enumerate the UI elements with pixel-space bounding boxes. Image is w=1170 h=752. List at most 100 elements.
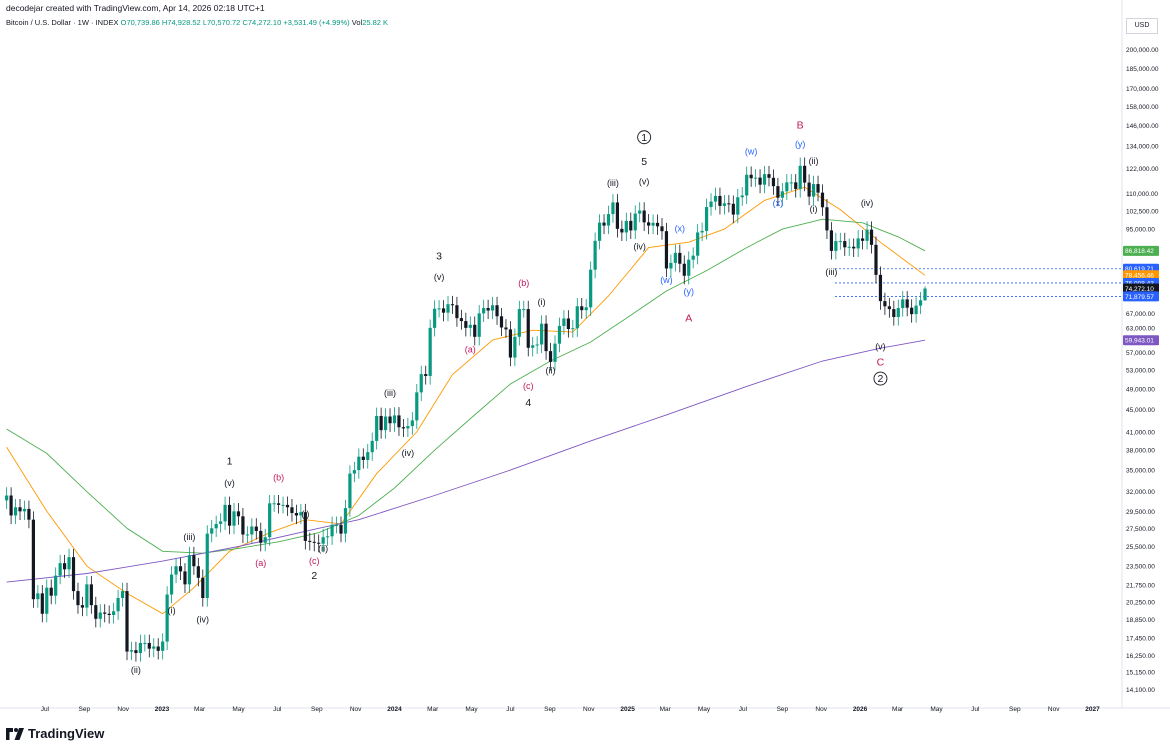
candle-body[interactable] bbox=[771, 177, 776, 187]
candle-body[interactable] bbox=[825, 207, 829, 231]
candle-body[interactable] bbox=[856, 238, 860, 249]
symbol-title[interactable]: Bitcoin / U.S. Dollar · 1W · INDEX bbox=[6, 18, 119, 27]
candle-body[interactable] bbox=[219, 521, 223, 524]
candle-body[interactable] bbox=[811, 184, 816, 197]
candle-body[interactable] bbox=[388, 416, 392, 424]
candle-body[interactable] bbox=[468, 324, 472, 328]
candle-body[interactable] bbox=[566, 318, 570, 330]
candle-body[interactable] bbox=[317, 542, 321, 544]
candle-body[interactable] bbox=[174, 566, 178, 575]
candle-body[interactable] bbox=[477, 313, 481, 337]
candle-body[interactable] bbox=[513, 336, 517, 358]
candle-body[interactable] bbox=[138, 642, 142, 654]
candle-body[interactable] bbox=[129, 650, 134, 652]
candle-body[interactable] bbox=[210, 528, 214, 534]
candle-body[interactable] bbox=[544, 323, 548, 352]
candle-body[interactable] bbox=[642, 210, 646, 223]
candle-body[interactable] bbox=[865, 229, 869, 241]
candle-body[interactable] bbox=[593, 240, 597, 270]
candle-body[interactable] bbox=[731, 203, 735, 215]
candle-body[interactable] bbox=[169, 574, 174, 595]
candle-body[interactable] bbox=[713, 195, 718, 202]
candle-body[interactable] bbox=[334, 524, 339, 526]
candle-body[interactable] bbox=[18, 507, 22, 512]
currency-button[interactable]: USD bbox=[1126, 18, 1158, 34]
tradingview-logo[interactable]: TradingView bbox=[6, 726, 104, 741]
candle-body[interactable] bbox=[9, 495, 13, 516]
candle-body[interactable] bbox=[236, 511, 241, 517]
candle-body[interactable] bbox=[187, 555, 192, 585]
candle-body[interactable] bbox=[290, 507, 294, 513]
candle-body[interactable] bbox=[321, 537, 325, 544]
candle-body[interactable] bbox=[415, 392, 419, 421]
candle-body[interactable] bbox=[540, 323, 544, 345]
candle-body[interactable] bbox=[499, 316, 504, 328]
candle-body[interactable] bbox=[89, 584, 93, 606]
candle-body[interactable] bbox=[196, 566, 200, 578]
candle-body[interactable] bbox=[392, 415, 397, 424]
candle-body[interactable] bbox=[116, 598, 120, 612]
candle-body[interactable] bbox=[424, 374, 428, 376]
candle-body[interactable] bbox=[794, 182, 798, 189]
candle-body[interactable] bbox=[847, 246, 851, 248]
candle-body[interactable] bbox=[473, 324, 477, 337]
candle-body[interactable] bbox=[339, 524, 343, 534]
candle-body[interactable] bbox=[308, 540, 312, 542]
candle-body[interactable] bbox=[584, 307, 588, 311]
candle-body[interactable] bbox=[754, 177, 758, 179]
candle-body[interactable] bbox=[433, 308, 437, 328]
candle-body[interactable] bbox=[504, 327, 508, 330]
candle-body[interactable] bbox=[437, 308, 441, 310]
candle-body[interactable] bbox=[379, 415, 383, 431]
candle-body[interactable] bbox=[214, 523, 218, 529]
candle-body[interactable] bbox=[76, 591, 80, 606]
candle-body[interactable] bbox=[722, 203, 727, 206]
candle-body[interactable] bbox=[241, 516, 245, 535]
candle-body[interactable] bbox=[682, 263, 686, 276]
candle-body[interactable] bbox=[638, 210, 642, 214]
candle-body[interactable] bbox=[816, 184, 820, 193]
candle-body[interactable] bbox=[575, 306, 579, 329]
candle-body[interactable] bbox=[571, 328, 575, 330]
candle-body[interactable] bbox=[464, 321, 468, 328]
candle-body[interactable] bbox=[482, 308, 486, 314]
candle-body[interactable] bbox=[36, 593, 40, 600]
candle-body[interactable] bbox=[428, 327, 432, 376]
candle-body[interactable] bbox=[874, 244, 878, 275]
candle-body[interactable] bbox=[606, 214, 611, 226]
candle-body[interactable] bbox=[718, 195, 722, 206]
candle-body[interactable] bbox=[597, 222, 602, 241]
candle-body[interactable] bbox=[611, 202, 615, 215]
candle-body[interactable] bbox=[624, 220, 628, 233]
candle-body[interactable] bbox=[259, 530, 263, 543]
candle-body[interactable] bbox=[602, 222, 606, 226]
candle-body[interactable] bbox=[147, 642, 151, 649]
candle-body[interactable] bbox=[120, 591, 125, 599]
candle-body[interactable] bbox=[40, 593, 44, 614]
candle-body[interactable] bbox=[798, 165, 802, 189]
candle-body[interactable] bbox=[419, 374, 423, 393]
candle-body[interactable] bbox=[838, 241, 842, 243]
candle-body[interactable] bbox=[245, 534, 249, 536]
candle-body[interactable] bbox=[736, 197, 740, 215]
candle-body[interactable] bbox=[49, 587, 53, 596]
candle-body[interactable] bbox=[326, 536, 330, 538]
candle-body[interactable] bbox=[85, 584, 89, 608]
candle-body[interactable] bbox=[54, 575, 58, 596]
candle-body[interactable] bbox=[31, 519, 35, 600]
candle-body[interactable] bbox=[696, 232, 700, 256]
candle-body[interactable] bbox=[107, 613, 111, 615]
candle-body[interactable] bbox=[727, 203, 731, 205]
candle-body[interactable] bbox=[330, 524, 334, 537]
candle-body[interactable] bbox=[263, 537, 267, 543]
candle-body[interactable] bbox=[896, 308, 900, 318]
candle-body[interactable] bbox=[745, 174, 749, 196]
candle-body[interactable] bbox=[664, 231, 669, 269]
candle-body[interactable] bbox=[490, 305, 495, 311]
candle-body[interactable] bbox=[223, 504, 227, 522]
candle-body[interactable] bbox=[495, 305, 499, 317]
candle-body[interactable] bbox=[303, 512, 307, 541]
candle-body[interactable] bbox=[923, 288, 927, 301]
candle-body[interactable] bbox=[629, 220, 633, 231]
candle-body[interactable] bbox=[700, 230, 704, 233]
